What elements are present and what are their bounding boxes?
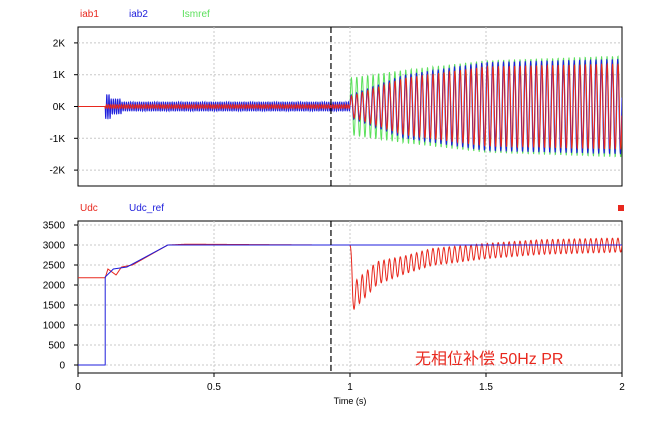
top-y-tick-label: -1K (49, 134, 65, 145)
x-tick-labels: 0 0.5 1 1.5 2 (75, 373, 625, 393)
legend-iab1: iab1 (80, 9, 99, 20)
bottom-y-tick-label: 0 (59, 361, 65, 372)
series-line-udc-ref (78, 244, 622, 366)
top-y-tick-label: 1K (53, 70, 66, 81)
series-line-iab1 (78, 62, 622, 150)
legend-iab2: iab2 (129, 9, 148, 20)
legend-ismref: Ismref (182, 9, 210, 20)
bottom-y-tick-label: 500 (48, 341, 65, 352)
x-tick-label: 2 (619, 382, 625, 393)
x-axis-label: Time (s) (334, 396, 367, 406)
x-tick-label: 0 (75, 382, 81, 393)
annotation-label: 无相位补偿 50Hz PR (415, 350, 563, 368)
top-y-tick-labels: 2K 1K 0K -1K -2K (49, 38, 78, 177)
bottom-y-tick-label: 2500 (43, 261, 66, 272)
bottom-panel: 3500 3000 2500 2000 1500 1000 500 0 0 0.5 1 1.5 2 U… (43, 203, 625, 406)
bottom-y-tick-label: 2000 (43, 281, 66, 292)
bottom-y-tick-label: 1500 (43, 301, 66, 312)
top-panel: 2K 1K 0K -1K -2K iab1 iab2 Ismref (49, 9, 623, 187)
bottom-y-tick-labels: 3500 3000 2500 2000 1500 1000 500 0 (43, 221, 78, 372)
x-tick-label: 1.5 (479, 382, 493, 393)
top-y-tick-label: 0K (53, 102, 66, 113)
panel-marker-square[interactable] (618, 205, 624, 211)
x-tick-label: 1 (347, 382, 353, 393)
legend-udc-ref: Udc_ref (129, 203, 164, 214)
top-y-tick-label: -2K (49, 166, 65, 177)
bottom-y-tick-label: 3000 (43, 241, 66, 252)
x-tick-label: 0.5 (207, 382, 221, 393)
legend-udc: Udc (80, 203, 98, 214)
bottom-y-tick-label: 3500 (43, 221, 66, 232)
top-y-tick-label: 2K (53, 38, 66, 49)
bottom-y-tick-label: 1000 (43, 321, 66, 332)
